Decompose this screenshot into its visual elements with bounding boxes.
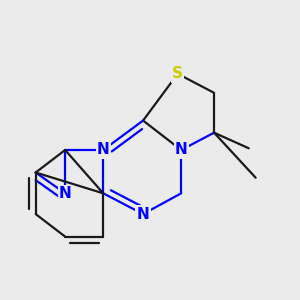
Text: S: S (172, 66, 183, 81)
Text: N: N (97, 142, 110, 158)
Text: N: N (59, 186, 71, 201)
Text: N: N (175, 142, 188, 158)
Text: N: N (137, 207, 149, 222)
